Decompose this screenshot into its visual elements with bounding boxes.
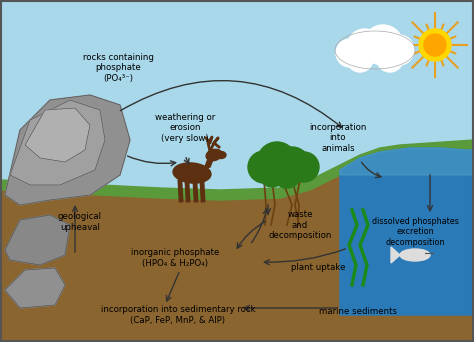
Polygon shape [10,100,105,185]
Text: incorporation into sedimentary rock
(CaP, FeP, MnP, & AlP): incorporation into sedimentary rock (CaP… [100,305,255,325]
Circle shape [363,25,403,65]
Polygon shape [5,215,70,265]
Circle shape [289,152,319,182]
Text: weathering or
erosion
(very slow): weathering or erosion (very slow) [155,113,215,143]
Text: incorporation
into
animals: incorporation into animals [310,123,367,153]
Text: inorganic phosphate
(HPO₄ & H₂PO₄): inorganic phosphate (HPO₄ & H₂PO₄) [131,248,219,268]
Text: dissolved phosphates
excretion
decomposition: dissolved phosphates excretion decomposi… [372,217,458,247]
Circle shape [419,29,451,61]
Ellipse shape [206,149,222,161]
Circle shape [248,151,280,183]
Text: marine sediments: marine sediments [319,307,397,316]
Polygon shape [391,247,400,263]
Polygon shape [5,95,130,205]
Circle shape [336,39,364,67]
Polygon shape [25,108,90,162]
Polygon shape [5,268,65,308]
Text: rocks containing
phosphate
(PO₄³⁻): rocks containing phosphate (PO₄³⁻) [82,53,154,83]
Ellipse shape [173,163,211,183]
Polygon shape [0,140,474,200]
Polygon shape [340,148,474,315]
Polygon shape [0,150,474,342]
Circle shape [259,161,285,187]
Circle shape [377,46,403,72]
Circle shape [424,34,446,56]
Ellipse shape [400,249,430,261]
Text: plant uptake: plant uptake [291,263,345,273]
Text: waste
and
decomposition: waste and decomposition [268,210,332,240]
Circle shape [347,29,383,65]
Circle shape [384,35,414,65]
Circle shape [273,160,301,188]
Polygon shape [340,148,474,175]
Ellipse shape [216,152,226,158]
Circle shape [347,46,373,72]
Polygon shape [204,157,214,169]
Circle shape [257,142,297,182]
Text: geological
upheaval: geological upheaval [58,212,102,232]
Circle shape [274,147,310,183]
